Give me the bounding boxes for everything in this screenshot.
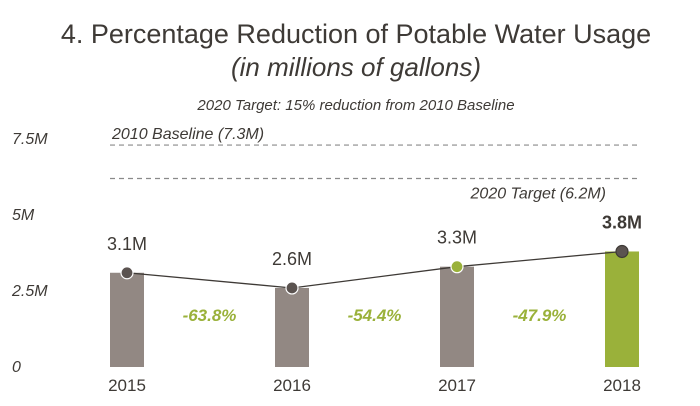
- trend-line-path: [126, 250, 623, 289]
- x-tick-label: 2018: [603, 376, 641, 395]
- reduction-label: -47.9%: [513, 306, 567, 325]
- value-label: 3.8M: [602, 212, 642, 232]
- value-label: 2.6M: [272, 249, 312, 269]
- trend-line: [120, 244, 629, 295]
- y-tick-label: 2.5M: [11, 283, 48, 300]
- value-labels: 3.1M 2.6M 3.3M 3.8M -63.8% -54.4% -47.9%: [107, 212, 642, 325]
- bar: [605, 251, 639, 367]
- reduction-label: -54.4%: [348, 306, 402, 325]
- y-tick-label: 0: [12, 359, 21, 376]
- y-tick-label: 5M: [12, 207, 35, 224]
- x-tick-label: 2017: [438, 376, 476, 395]
- data-point: [285, 281, 299, 295]
- reference-line-label: 2020 Target (6.2M): [470, 186, 606, 203]
- x-axis: 2015 2016 2017 2018: [108, 376, 641, 395]
- bar: [110, 272, 144, 367]
- x-tick-label: 2016: [273, 376, 311, 395]
- reduction-label: -63.8%: [183, 306, 237, 325]
- bars: [110, 251, 639, 367]
- bar: [275, 287, 309, 367]
- chart-title: 4. Percentage Reduction of Potable Water…: [61, 19, 651, 49]
- data-point: [615, 244, 629, 259]
- value-label: 3.1M: [107, 234, 147, 254]
- y-axis: 0 2.5M 5M 7.5M: [11, 131, 48, 376]
- y-tick-label: 7.5M: [12, 131, 48, 148]
- chart-subtitle: (in millions of gallons): [231, 52, 481, 82]
- reference-line-label: 2010 Baseline (7.3M): [111, 126, 264, 143]
- bar: [440, 266, 474, 367]
- data-point: [120, 266, 134, 280]
- target-note: 2020 Target: 15% reduction from 2010 Bas…: [196, 97, 514, 114]
- reference-lines: 2010 Baseline (7.3M) 2020 Target (6.2M): [110, 126, 640, 203]
- data-point: [450, 260, 464, 274]
- value-label: 3.3M: [437, 228, 477, 248]
- x-tick-label: 2015: [108, 376, 146, 395]
